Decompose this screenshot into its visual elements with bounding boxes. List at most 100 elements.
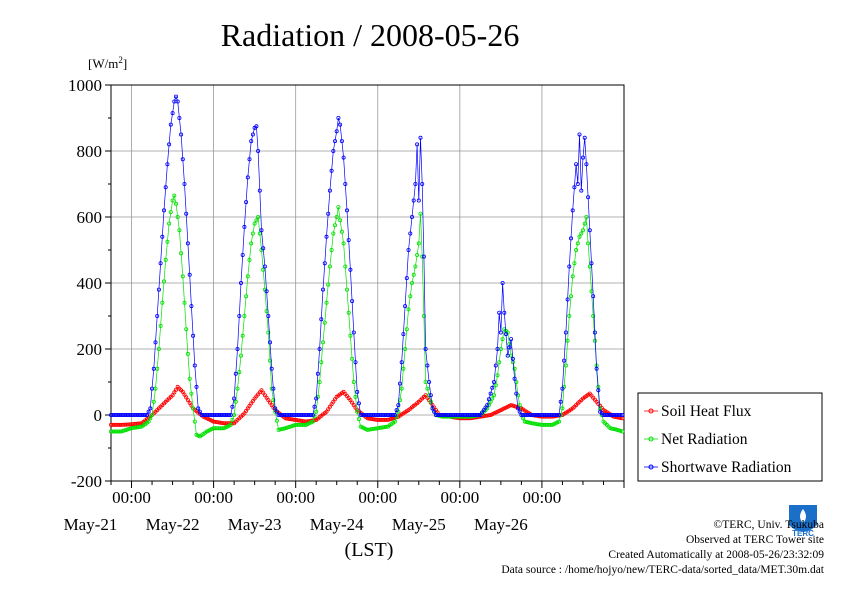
data-point [184, 327, 189, 332]
data-point [185, 241, 190, 246]
data-point [495, 373, 500, 378]
data-point [158, 261, 163, 266]
data-point [230, 404, 235, 409]
data-point [197, 409, 202, 414]
data-point [517, 409, 522, 414]
legend: Soil Heat Flux Net Radiation Shortwave Rad… [637, 392, 823, 482]
data-point [276, 427, 281, 432]
data-point [428, 393, 433, 398]
data-point [418, 211, 423, 216]
data-point [567, 264, 572, 269]
data-point [355, 389, 360, 394]
data-point [575, 181, 580, 186]
data-point [238, 280, 243, 285]
data-point [126, 427, 131, 432]
data-point [143, 412, 148, 417]
data-point [338, 122, 343, 127]
data-point [524, 419, 529, 424]
data-point [322, 320, 327, 325]
data-point [173, 94, 178, 99]
data-point [326, 211, 331, 216]
data-point [184, 395, 189, 400]
data-point [252, 221, 257, 226]
data-point [172, 193, 177, 198]
data-point [324, 234, 329, 239]
data-point [167, 142, 172, 147]
data-point [156, 346, 161, 351]
data-point [615, 427, 620, 432]
data-point [584, 162, 589, 167]
data-point [285, 425, 290, 430]
data-point [237, 313, 242, 318]
data-point [502, 310, 507, 315]
data-point [158, 323, 163, 328]
legend-swatch-marker [648, 408, 654, 414]
data-point [168, 210, 173, 215]
data-point [570, 208, 575, 213]
data-point [182, 181, 187, 186]
series-layer [109, 94, 625, 439]
data-point [344, 208, 349, 213]
y-tick-label: 400 [77, 274, 103, 293]
data-point [495, 346, 500, 351]
data-point [312, 404, 317, 409]
data-point [500, 280, 505, 285]
x-date-label: May-24 [310, 515, 364, 534]
data-point [385, 417, 390, 422]
data-point [233, 399, 238, 404]
data-point [187, 400, 192, 405]
data-point [177, 116, 182, 121]
data-point [503, 332, 508, 337]
data-point [332, 223, 337, 228]
data-point [167, 221, 172, 226]
data-point [271, 386, 276, 391]
data-point [351, 379, 356, 384]
data-point [565, 297, 570, 302]
data-point [346, 310, 351, 315]
legend-swatch-marker [648, 464, 654, 470]
x-time-label: 00:00 [523, 488, 562, 507]
data-point [413, 264, 418, 269]
data-point [409, 280, 414, 285]
data-point [575, 241, 580, 246]
data-point [247, 257, 252, 262]
data-point [404, 327, 409, 332]
data-point [509, 337, 514, 342]
data-point [498, 330, 503, 335]
data-point [512, 366, 517, 371]
data-point [509, 403, 514, 408]
data-point [392, 412, 397, 417]
data-point [175, 99, 180, 104]
y-tick-label: 1000 [68, 76, 102, 95]
data-point [266, 330, 271, 335]
data-point [620, 412, 625, 417]
data-point [228, 422, 233, 427]
data-point [235, 346, 240, 351]
y-tick-label: 800 [77, 142, 103, 161]
data-point [288, 424, 293, 429]
y-unit-label: [W/m2] [88, 55, 127, 71]
data-point [343, 181, 348, 186]
data-point [310, 412, 315, 417]
data-point [415, 252, 420, 257]
data-point [486, 413, 491, 418]
data-point [493, 363, 498, 368]
data-point [327, 264, 332, 269]
data-point [490, 385, 495, 390]
data-point [314, 396, 319, 401]
data-point [411, 198, 416, 203]
y-tick-label: 200 [77, 340, 103, 359]
data-point [577, 234, 582, 239]
data-point [226, 412, 231, 417]
data-point [341, 241, 346, 246]
data-point [179, 251, 184, 256]
data-point [232, 396, 237, 401]
data-point [409, 214, 414, 219]
data-point [411, 272, 416, 277]
data-point [555, 412, 560, 417]
data-point [315, 371, 320, 376]
series-line [111, 95, 623, 416]
data-point [286, 425, 291, 430]
data-point [618, 412, 623, 417]
data-point [579, 231, 584, 236]
